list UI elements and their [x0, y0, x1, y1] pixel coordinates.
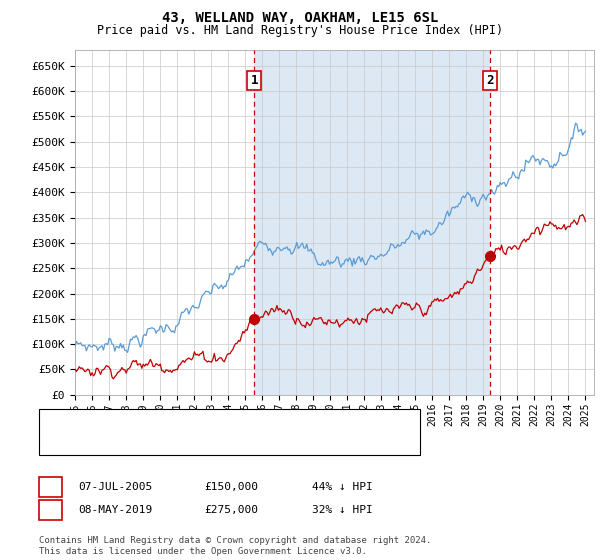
Text: 07-JUL-2005: 07-JUL-2005	[78, 482, 152, 492]
Text: 2: 2	[487, 74, 494, 87]
Text: 44% ↓ HPI: 44% ↓ HPI	[312, 482, 373, 492]
Text: HPI: Average price, detached house, Rutland: HPI: Average price, detached house, Rutl…	[84, 437, 353, 447]
Text: Price paid vs. HM Land Registry's House Price Index (HPI): Price paid vs. HM Land Registry's House …	[97, 24, 503, 36]
Text: 1: 1	[250, 74, 258, 87]
Text: 08-MAY-2019: 08-MAY-2019	[78, 505, 152, 515]
Text: 32% ↓ HPI: 32% ↓ HPI	[312, 505, 373, 515]
Text: 43, WELLAND WAY, OAKHAM, LE15 6SL (detached house): 43, WELLAND WAY, OAKHAM, LE15 6SL (detac…	[84, 417, 397, 427]
Text: 43, WELLAND WAY, OAKHAM, LE15 6SL: 43, WELLAND WAY, OAKHAM, LE15 6SL	[162, 11, 438, 25]
Text: Contains HM Land Registry data © Crown copyright and database right 2024.
This d: Contains HM Land Registry data © Crown c…	[39, 536, 431, 556]
Text: £150,000: £150,000	[204, 482, 258, 492]
Bar	[254, 50, 490, 395]
Text: £275,000: £275,000	[204, 505, 258, 515]
Text: 1: 1	[47, 480, 54, 494]
Text: 2: 2	[47, 503, 54, 516]
